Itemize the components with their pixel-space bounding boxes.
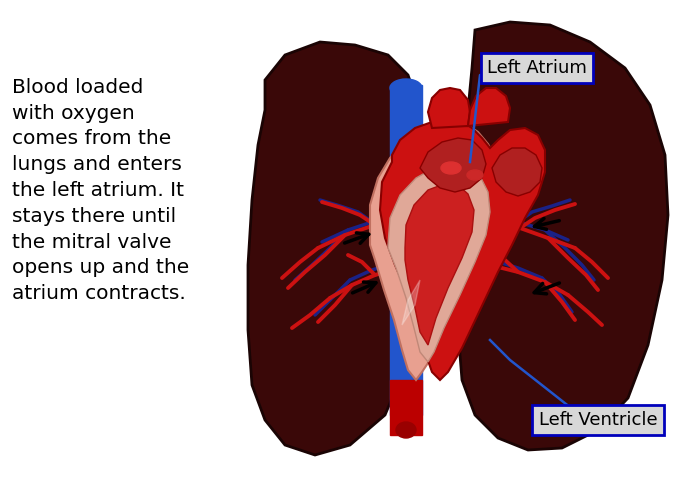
Bar (390, 85, 422, 415)
Ellipse shape (396, 422, 416, 438)
Polygon shape (428, 88, 470, 128)
Text: Left Ventricle: Left Ventricle (539, 411, 657, 429)
Ellipse shape (390, 79, 422, 97)
Polygon shape (248, 42, 425, 455)
Polygon shape (370, 122, 505, 380)
Polygon shape (492, 148, 542, 196)
Polygon shape (458, 22, 668, 450)
Text: Left Atrium: Left Atrium (487, 59, 587, 77)
Ellipse shape (441, 162, 461, 174)
Text: Blood loaded
with oxygen
comes from the
lungs and enters
the left atrium. It
sta: Blood loaded with oxygen comes from the … (12, 78, 189, 303)
Polygon shape (402, 280, 420, 325)
Polygon shape (468, 88, 510, 126)
Polygon shape (380, 120, 545, 380)
Bar (390, 380, 422, 435)
Polygon shape (420, 138, 486, 192)
Ellipse shape (467, 170, 483, 180)
Polygon shape (405, 184, 474, 345)
Polygon shape (388, 164, 490, 362)
